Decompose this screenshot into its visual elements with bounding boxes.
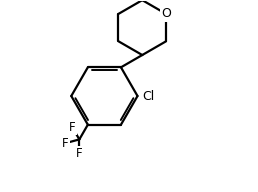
Text: O: O [161,7,171,20]
Text: Cl: Cl [142,89,155,103]
Text: F: F [69,121,76,134]
Text: F: F [76,147,83,160]
Text: F: F [62,137,69,150]
